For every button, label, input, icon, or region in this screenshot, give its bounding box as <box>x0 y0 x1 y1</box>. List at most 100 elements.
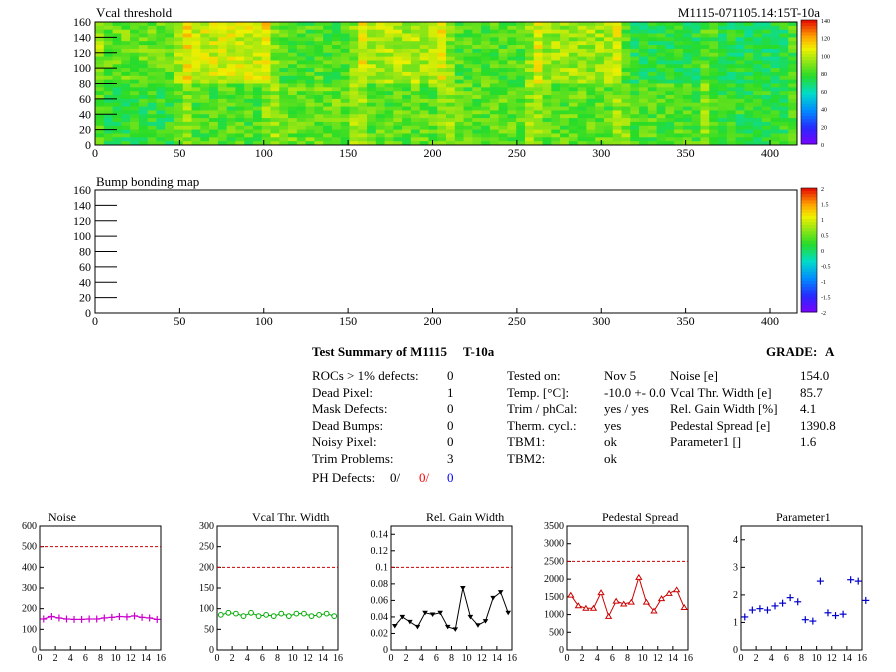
heatmap-cell <box>770 29 780 34</box>
heatmap-cell <box>288 41 298 46</box>
heatmap-cell <box>305 45 315 50</box>
heatmap-cell <box>674 98 684 104</box>
heatmap-cell <box>656 71 666 77</box>
heatmap-cell <box>252 25 263 31</box>
heatmap-cell <box>296 29 306 34</box>
heatmap-cell <box>446 33 456 38</box>
heatmap-cell <box>674 52 684 57</box>
heatmap-cell <box>200 64 210 69</box>
heatmap-cell <box>630 75 640 81</box>
heatmap-cell <box>595 60 605 65</box>
heatmap-cell <box>410 125 421 131</box>
heatmap-cell <box>454 52 464 57</box>
heatmap-cell <box>261 33 271 38</box>
heatmap-cell <box>735 133 745 138</box>
x-tick-label: 8 <box>449 653 454 664</box>
heatmap-cell <box>112 133 122 138</box>
heatmap-cell <box>621 29 631 34</box>
heatmap-cell <box>454 22 464 27</box>
heatmap-cell <box>639 33 649 38</box>
heatmap-cell <box>735 64 745 69</box>
heatmap-cell <box>586 48 596 54</box>
y-tick-label: 3500 <box>544 521 564 532</box>
heatmap-cell <box>95 114 105 119</box>
x-tick-label: 0 <box>92 146 98 160</box>
heatmap-cell <box>393 52 403 57</box>
heatmap-cell <box>542 33 552 38</box>
heatmap-cell <box>446 133 456 138</box>
heatmap-cell <box>305 33 315 38</box>
heatmap-cell <box>340 106 350 111</box>
heatmap-cell <box>226 64 236 69</box>
heatmap-cell <box>630 25 640 31</box>
heatmap-cell <box>130 98 140 104</box>
heatmap-cell <box>182 64 192 69</box>
heatmap-cell <box>209 125 219 131</box>
heatmap-cell <box>261 118 271 123</box>
heatmap-cell <box>779 141 789 146</box>
heatmap-cell <box>428 60 438 65</box>
heatmap-cell <box>305 48 315 54</box>
summary-title: Test Summary of M1115 <box>312 344 447 359</box>
heatmap-cell <box>323 79 333 84</box>
heatmap-cell <box>454 64 464 69</box>
heatmap-cell <box>700 83 710 88</box>
data-point <box>467 614 474 620</box>
heatmap-cell <box>639 87 649 92</box>
heatmap-cell <box>375 37 385 42</box>
heatmap-cell <box>165 48 175 54</box>
heatmap-cell <box>95 60 105 65</box>
heatmap-cell <box>209 133 219 138</box>
heatmap-cell <box>568 33 579 38</box>
y-tick-label: 50 <box>204 624 214 635</box>
heatmap-cell <box>726 37 736 42</box>
heatmap-cell <box>428 22 438 27</box>
heatmap-cell <box>437 68 447 73</box>
heatmap-cell <box>621 68 631 73</box>
heatmap-cell <box>603 33 614 38</box>
heatmap-cell <box>639 29 649 34</box>
heatmap-cell <box>595 114 605 119</box>
heatmap-cell <box>95 137 105 142</box>
heatmap-cell <box>270 60 280 65</box>
data-point <box>414 624 421 630</box>
heatmap-cell <box>656 60 666 65</box>
heatmap-cell <box>323 71 333 77</box>
heatmap-cell <box>656 125 666 131</box>
heatmap-cell <box>463 60 473 65</box>
heatmap-cell <box>726 79 736 84</box>
heatmap-cell <box>323 98 333 104</box>
heatmap-cell <box>586 75 596 81</box>
heatmap-cell <box>665 75 675 81</box>
heatmap-cell <box>744 25 754 31</box>
heatmap-cell <box>410 137 421 142</box>
heatmap-cell <box>279 141 289 146</box>
heatmap-cell <box>191 64 201 69</box>
heatmap-cell <box>779 71 789 77</box>
heatmap-cell <box>568 56 579 61</box>
heatmap-cell <box>428 29 438 34</box>
heatmap-cell <box>481 110 491 115</box>
heatmap-cell <box>788 52 798 57</box>
ph-defects-value-3: 0 <box>447 470 454 485</box>
heatmap-cell <box>718 114 728 119</box>
heatmap-cell <box>138 37 149 42</box>
heatmap-cell <box>753 79 763 84</box>
heatmap-cell <box>639 48 649 54</box>
heatmap-cell <box>489 121 500 127</box>
heatmap-cell <box>647 110 657 115</box>
heatmap-cell <box>682 91 693 96</box>
y-tick-label: 80 <box>79 77 91 91</box>
heatmap-cell <box>173 52 184 57</box>
heatmap-cell <box>788 79 798 84</box>
vcal-colorbar-label: 100 <box>821 54 830 60</box>
heatmap-cell <box>103 137 113 142</box>
heatmap-cell <box>463 79 473 84</box>
heatmap-cell <box>726 91 736 96</box>
heatmap-cell <box>560 137 570 142</box>
heatmap-cell <box>252 141 263 146</box>
heatmap-cell <box>173 91 184 96</box>
heatmap-cell <box>331 106 342 111</box>
heatmap-cell <box>516 64 526 69</box>
heatmap-cell <box>130 129 140 134</box>
